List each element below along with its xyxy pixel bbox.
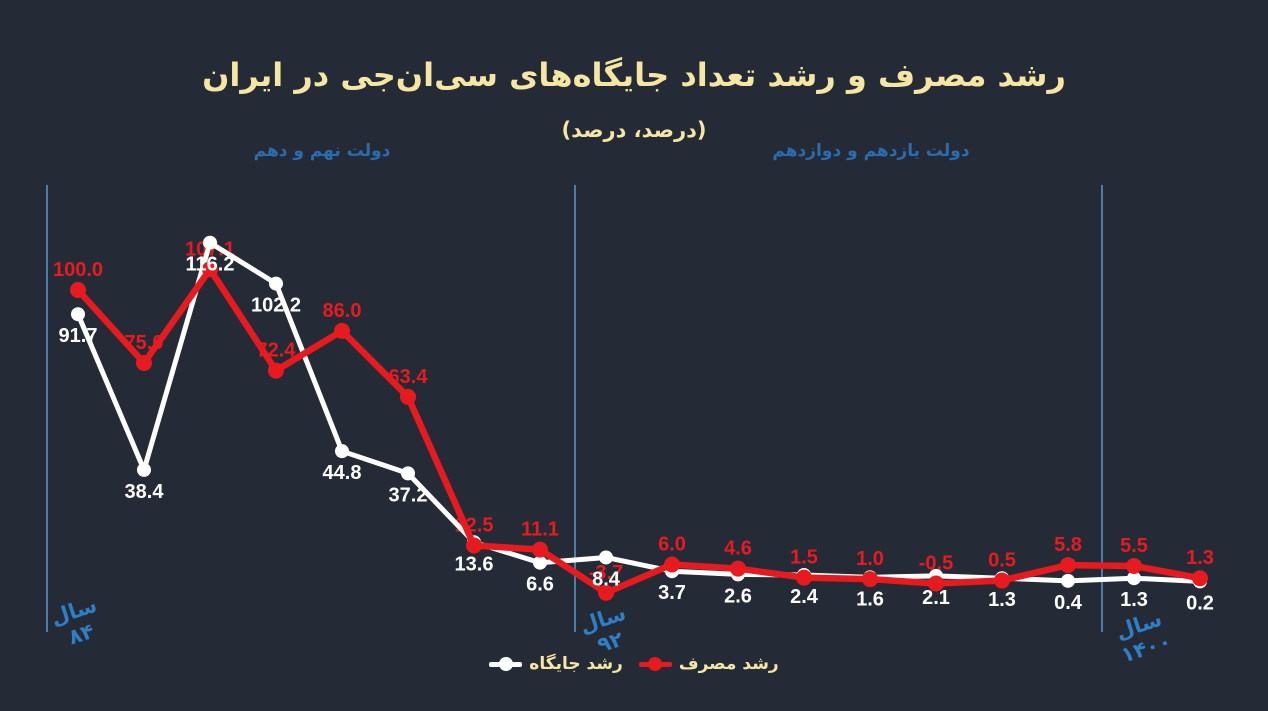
data-point-marker-stations	[269, 276, 283, 291]
station-series-legend-marker	[489, 657, 523, 671]
data-value-label-stations: 37.2	[389, 484, 428, 506]
data-value-label-consumption: 100.0	[53, 259, 103, 281]
data-point-marker-consumption	[1126, 557, 1142, 574]
data-value-label-stations: 2.6	[724, 585, 752, 607]
data-point-marker-consumption	[928, 575, 944, 592]
data-value-label-stations: 3.7	[658, 582, 686, 604]
data-value-label-consumption: 5.5	[1120, 535, 1148, 557]
data-value-label-consumption: 63.4	[389, 366, 429, 388]
data-point-marker-consumption	[70, 282, 86, 298]
data-point-marker-consumption	[466, 537, 482, 554]
data-value-label-consumption: -0.5	[919, 552, 953, 574]
data-point-marker-stations	[71, 307, 85, 322]
data-point-marker-consumption	[400, 388, 416, 405]
data-point-marker-consumption	[796, 569, 812, 586]
data-point-marker-stations	[203, 235, 217, 250]
data-value-label-consumption: 11.1	[521, 519, 559, 541]
data-value-label-stations: 116.2	[186, 254, 235, 276]
data-value-label-stations: 13.6	[455, 553, 494, 575]
data-value-label-consumption: -3.7	[589, 562, 623, 584]
data-value-label-stations: 0.2	[1186, 592, 1214, 614]
series-line-stations	[75, 240, 1203, 584]
era-annotation-eleventh-twelfth-govt: دولت یازدهم و دوازدهم	[772, 141, 970, 161]
data-value-label-stations: 6.6	[526, 574, 554, 596]
data-point-marker-consumption	[598, 584, 614, 601]
data-value-label-consumption: 1.3	[1186, 547, 1214, 569]
data-value-label-stations: 38.4	[125, 481, 165, 503]
legend: رشد جایگاه رشد مصرف	[0, 654, 1268, 674]
data-point-marker-consumption	[1060, 557, 1076, 574]
data-value-label-stations: 44.8	[323, 462, 362, 484]
data-point-marker-stations	[401, 466, 415, 481]
data-point-marker-consumption	[202, 261, 218, 278]
data-value-label-consumption: 1.0	[856, 548, 884, 570]
data-value-label-consumption: 86.0	[323, 300, 362, 322]
data-value-label-stations: 2.1	[922, 587, 950, 609]
chart-subtitle: (درصد، درصد)	[561, 118, 707, 142]
data-point-marker-stations	[335, 444, 349, 459]
data-value-label-consumption: 6.0	[658, 533, 686, 555]
data-value-label-stations: 0.4	[1054, 592, 1083, 614]
legend-label-consumption: رشد مصرف	[678, 654, 779, 674]
data-value-label-stations: 1.3	[1120, 589, 1148, 611]
data-point-marker-stations	[1061, 573, 1075, 588]
data-point-marker-consumption	[664, 556, 680, 573]
legend-label-stations: رشد جایگاه	[529, 654, 623, 674]
chart-title: رشد مصرف و رشد تعداد جایگاه‌های سی‌ان‌جی…	[202, 56, 1066, 94]
data-value-label-stations: 8.4	[592, 568, 621, 590]
data-value-label-stations: 2.4	[790, 586, 819, 608]
station-series-legend-dot	[498, 657, 513, 671]
data-point-marker-consumption	[730, 560, 746, 577]
data-value-label-consumption: 4.6	[724, 538, 752, 560]
data-value-label-stations: 102.2	[251, 295, 301, 317]
data-point-marker-consumption	[862, 571, 878, 588]
data-point-marker-stations	[137, 462, 151, 477]
data-point-marker-consumption	[268, 362, 284, 379]
data-value-label-consumption: 0.5	[988, 550, 1016, 572]
series-line-consumption	[74, 266, 1204, 597]
legend-item-stations: رشد جایگاه	[489, 654, 623, 674]
consumption-series-legend-dot	[648, 657, 663, 671]
data-value-label-stations: 1.3	[988, 589, 1016, 611]
legend-item-consumption: رشد مصرف	[638, 654, 779, 674]
data-value-label-consumption: 1.5	[790, 547, 818, 569]
data-point-marker-stations	[1127, 571, 1141, 586]
era-annotation-ninth-tenth-govt: دولت نهم و دهم	[253, 141, 391, 161]
consumption-series-legend-marker	[638, 657, 672, 671]
data-point-marker-stations	[599, 550, 613, 565]
data-point-marker-stations	[533, 555, 547, 570]
data-point-marker-consumption	[532, 541, 548, 558]
data-point-marker-consumption	[1192, 570, 1208, 587]
data-point-marker-consumption	[994, 572, 1010, 589]
data-point-marker-consumption	[334, 322, 350, 339]
data-value-label-stations: 91.7	[59, 325, 98, 347]
data-value-label-stations: 1.6	[856, 588, 884, 610]
data-value-label-consumption: 5.8	[1054, 534, 1082, 556]
data-point-marker-consumption	[136, 355, 152, 371]
